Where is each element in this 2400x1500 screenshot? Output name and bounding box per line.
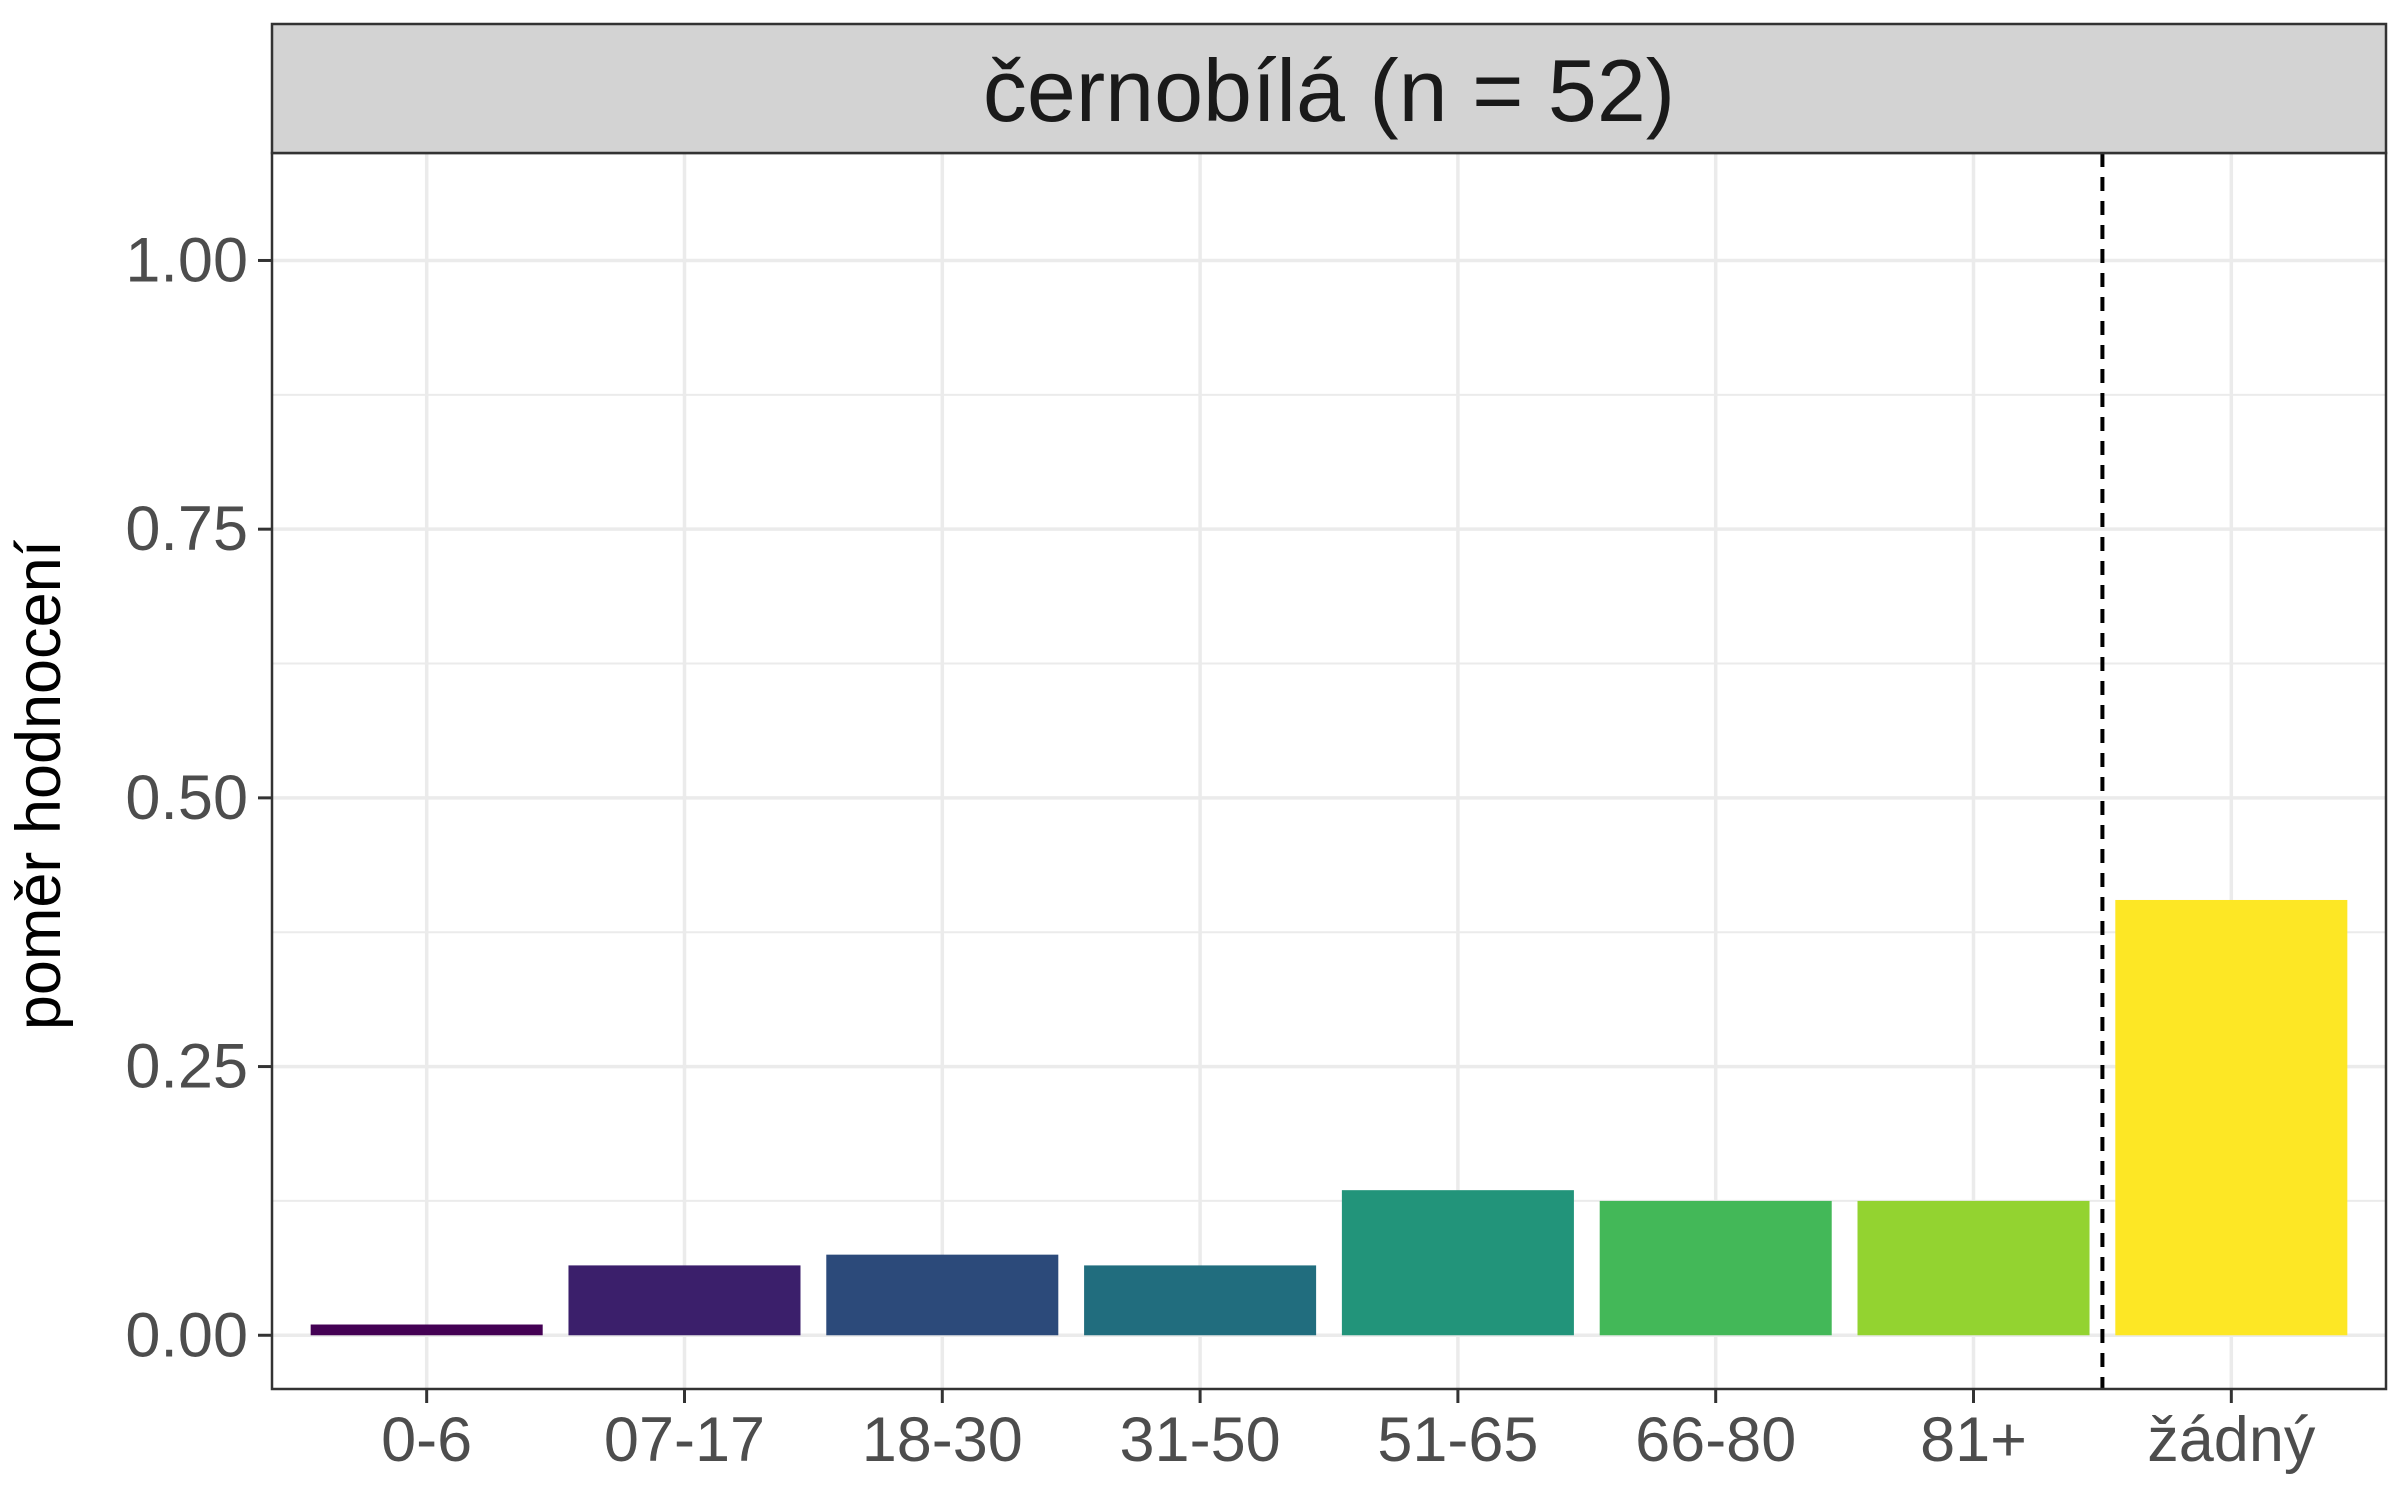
facet-label: černobílá (n = 52) (983, 41, 1675, 140)
x-tick-label: 81+ (1920, 1405, 2027, 1475)
y-tick-label: 1.00 (125, 225, 248, 295)
x-tick-label: 31-50 (1120, 1405, 1281, 1475)
bar-66-80 (1599, 1200, 1832, 1336)
y-tick-label: 0.25 (125, 1032, 248, 1102)
x-axis: 0-6 07-17 18-30 31-50 51-65 66-80 81+ žádný (381, 1389, 2316, 1475)
bars (310, 899, 2348, 1336)
y-axis-title: poměr hodnocení (4, 539, 74, 1030)
bar-0-6 (310, 1324, 543, 1336)
facet-strip (270, 22, 2388, 155)
plot-panel (272, 153, 2386, 1389)
y-axis: 0.00 0.25 0.50 0.75 1.00 (125, 225, 272, 1370)
x-tick-label: 0-6 (381, 1405, 472, 1475)
major-gridlines (272, 153, 2386, 1389)
x-tick-label: 66-80 (1635, 1405, 1796, 1475)
bar-07-17 (568, 1265, 801, 1336)
bar-žádný (2115, 899, 2348, 1336)
bar-51-65 (1341, 1190, 1574, 1336)
x-tick-label: 07-17 (604, 1405, 765, 1475)
bar-81+ (1857, 1200, 2090, 1336)
bar-31-50 (1084, 1265, 1317, 1336)
y-tick-label: 0.75 (125, 494, 248, 564)
x-tick-label: 51-65 (1377, 1405, 1538, 1475)
y-tick-label: 0.50 (125, 763, 248, 833)
x-tick-label: 18-30 (862, 1405, 1023, 1475)
y-tick-label: 0.00 (125, 1300, 248, 1370)
bar-18-30 (826, 1254, 1059, 1336)
x-tick-label: žádný (2147, 1405, 2316, 1475)
